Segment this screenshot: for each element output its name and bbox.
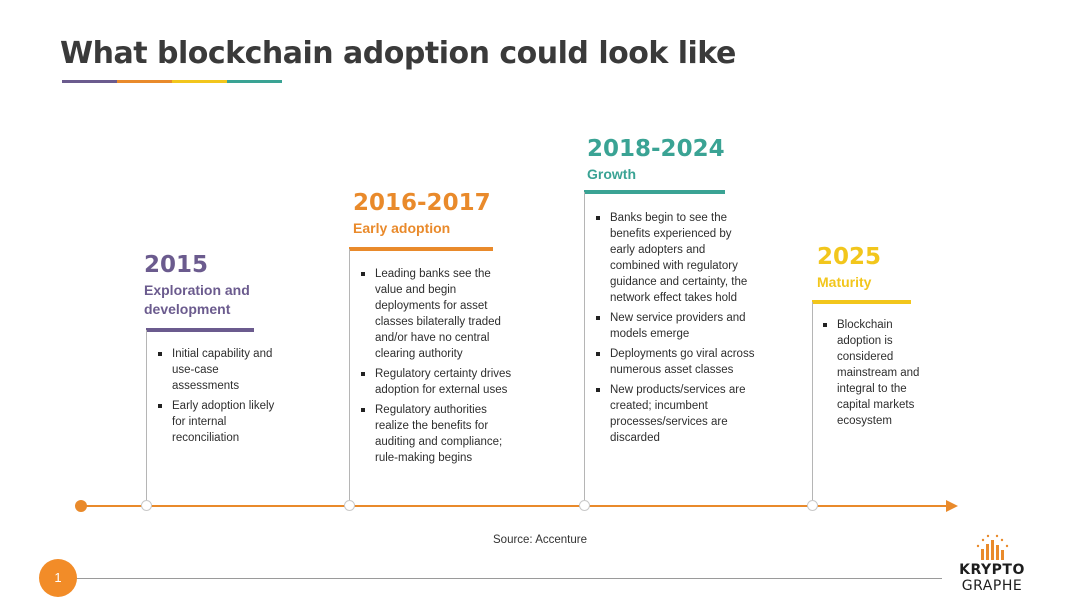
list-item: Leading banks see the value and begin de…: [360, 266, 520, 362]
list-item: Blockchain adoption is considered mainst…: [822, 317, 922, 429]
title-underline: [62, 80, 282, 83]
stage-stem: [349, 249, 350, 502]
page-number-badge: 1: [39, 559, 77, 597]
stage-bar-2025: [812, 300, 911, 304]
logo-text-bottom: GRAPHE: [961, 578, 1023, 594]
stage-bar-2016-2017: [349, 247, 493, 251]
stage-2015: 2015 Exploration and development: [144, 252, 344, 319]
list-item: New products/services are created; incum…: [595, 382, 755, 446]
list-item: Deployments go viral across numerous ass…: [595, 346, 755, 378]
stage-2016-2017: 2016-2017 Early adoption: [353, 190, 573, 238]
stage-stem: [812, 302, 813, 502]
stage-bar-2015: [146, 328, 254, 332]
stage-phase: Maturity: [817, 274, 872, 290]
list-item: New service providers and models emerge: [595, 310, 755, 342]
timeline-line: [80, 505, 948, 507]
stage-2025: 2025 Maturity: [817, 244, 967, 292]
stage-stem: [146, 330, 147, 502]
stage-bullets-2025: Blockchain adoption is considered mainst…: [822, 317, 922, 433]
timeline-node-2018-2024: [579, 500, 590, 511]
list-item: Banks begin to see the benefits experien…: [595, 210, 755, 306]
list-item: Initial capability and use-case assessme…: [157, 346, 279, 394]
stage-year: 2016-2017: [353, 190, 491, 216]
stage-phase: Early adoption: [353, 220, 451, 236]
stage-year: 2025: [817, 244, 882, 270]
stage-phase: Growth: [587, 166, 636, 182]
timeline-arrow-icon: [946, 500, 958, 512]
brand-logo: KRYPTO GRAPHE: [950, 532, 1034, 602]
stage-phase: Exploration and development: [144, 282, 250, 317]
stage-bullets-2018-2024: Banks begin to see the benefits experien…: [595, 210, 755, 450]
stage-bullets-2015: Initial capability and use-case assessme…: [157, 346, 279, 450]
footer-divider: [76, 578, 942, 579]
stage-stem: [584, 192, 585, 502]
stage-bar-2018-2024: [584, 190, 725, 194]
stage-year: 2015: [144, 252, 209, 278]
bar-chart-sparkle-icon: [976, 534, 1009, 560]
stage-bullets-2016-2017: Leading banks see the value and begin de…: [360, 266, 520, 470]
list-item: Regulatory authorities realize the benef…: [360, 402, 520, 466]
timeline-node-2025: [807, 500, 818, 511]
timeline-node-2015: [141, 500, 152, 511]
stage-year: 2018-2024: [587, 136, 725, 162]
timeline-node-2016-2017: [344, 500, 355, 511]
page-title: What blockchain adoption could look like: [60, 36, 736, 71]
logo-text-top: KRYPTO: [959, 562, 1025, 578]
list-item: Regulatory certainty drives adoption for…: [360, 366, 520, 398]
stage-2018-2024: 2018-2024 Growth: [587, 136, 807, 184]
source-note: Source: Accenture: [493, 534, 587, 546]
timeline-start-dot: [75, 500, 87, 512]
list-item: Early adoption likely for internal recon…: [157, 398, 279, 446]
